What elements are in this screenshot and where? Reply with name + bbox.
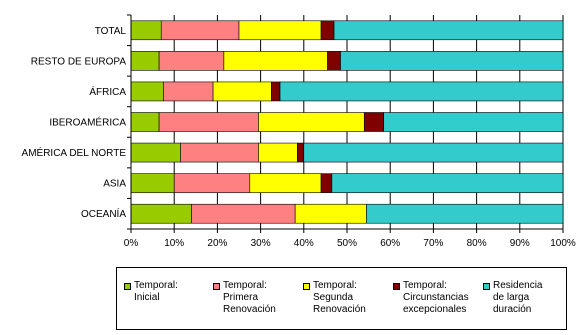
bar-segment-resto-de-europa-temporal-inicial bbox=[130, 51, 160, 71]
category-label: ASIA bbox=[103, 179, 126, 190]
bar-segment-oceania-residencia-de-larga-duracion bbox=[366, 203, 564, 224]
x-tick-label: 50% bbox=[337, 238, 357, 249]
legend-swatch-circunstancias-excepcionales bbox=[393, 283, 400, 290]
bar-segment-oceania-temporal-primera-renovacion bbox=[191, 203, 296, 224]
x-tick-label: 20% bbox=[207, 238, 227, 249]
x-tick-label: 70% bbox=[423, 238, 443, 249]
bar-segment-africa-residencia-de-larga-duracion bbox=[279, 81, 564, 102]
bar-segment-total-temporal-primera-renovacion bbox=[160, 20, 240, 41]
bar-segment-total-residencia-de-larga-duracion bbox=[333, 20, 564, 41]
bar-segment-asia-temporal-circunstancias-excepcionales bbox=[320, 173, 333, 193]
x-tick-label: 10% bbox=[164, 238, 184, 249]
bar-segment-iberoamerica-temporal-primera-renovacion bbox=[158, 112, 259, 132]
bar-segment-america-del-norte-temporal-primera-renovacion bbox=[180, 142, 259, 163]
bar-segment-total-temporal-circunstancias-excepcionales bbox=[320, 20, 335, 41]
bar-segment-asia-temporal-primera-renovacion bbox=[173, 173, 251, 193]
category-label: TOTAL bbox=[95, 26, 127, 37]
legend-swatch-segunda-renovacion bbox=[303, 283, 310, 290]
bar-segment-asia-residencia-de-larga-duracion bbox=[331, 173, 564, 193]
bar-segment-iberoamerica-temporal-inicial bbox=[130, 112, 160, 132]
bar-segment-total-temporal-segunda-renovacion bbox=[238, 20, 322, 41]
bar-segment-america-del-norte-temporal-inicial bbox=[130, 142, 181, 163]
bar-segment-asia-temporal-inicial bbox=[130, 173, 175, 193]
bar-segment-resto-de-europa-temporal-circunstancias-excepcionales bbox=[327, 51, 341, 71]
bar-segment-resto-de-europa-temporal-segunda-renovacion bbox=[223, 51, 328, 71]
bar-segment-iberoamerica-temporal-circunstancias-excepcionales bbox=[363, 112, 385, 132]
category-label: OCEANÍA bbox=[81, 207, 126, 220]
x-tick-label: 0% bbox=[124, 238, 139, 249]
bar-segment-america-del-norte-temporal-segunda-renovacion bbox=[258, 142, 298, 163]
bar-segment-africa-temporal-segunda-renovacion bbox=[212, 81, 272, 102]
legend-swatch-residencia-larga-duracion bbox=[483, 283, 490, 290]
x-tick-label: 40% bbox=[294, 238, 314, 249]
category-label: ÁFRICA bbox=[89, 85, 126, 98]
legend-swatch-temporal-inicial bbox=[124, 283, 131, 290]
x-tick-label: 30% bbox=[251, 238, 271, 249]
legend-label-primera-renovacion: Temporal: Primera Renovación bbox=[223, 280, 276, 315]
bar-segment-oceania-temporal-inicial bbox=[130, 203, 192, 224]
category-label: RESTO DE EUROPA bbox=[31, 56, 127, 67]
bar-segment-iberoamerica-temporal-segunda-renovacion bbox=[258, 112, 365, 132]
bar-segment-asia-temporal-segunda-renovacion bbox=[249, 173, 322, 193]
category-label: IBEROAMÉRICA bbox=[49, 116, 126, 129]
bar-segment-africa-temporal-inicial bbox=[130, 81, 164, 102]
bar-segment-america-del-norte-temporal-circunstancias-excepcionales bbox=[297, 142, 305, 163]
legend-label-segunda-renovacion: Temporal: Segunda Renovación bbox=[313, 280, 366, 315]
bar-segment-iberoamerica-residencia-de-larga-duracion bbox=[383, 112, 564, 132]
bar-segment-resto-de-europa-residencia-de-larga-duracion bbox=[340, 51, 564, 71]
x-tick-label: 90% bbox=[510, 238, 530, 249]
bar-segment-america-del-norte-residencia-de-larga-duracion bbox=[303, 142, 564, 163]
category-label: AMÉRICA DEL NORTE bbox=[22, 146, 127, 159]
legend-label-residencia-larga-duracion: Residencia de larga duración bbox=[493, 280, 543, 315]
bar-segment-africa-temporal-circunstancias-excepcionales bbox=[271, 81, 281, 102]
legend-label-circunstancias-excepcionales: Temporal: Circunstancias excepcionales bbox=[403, 280, 469, 315]
x-tick-label: 60% bbox=[380, 238, 400, 249]
legend-label-temporal-inicial: Temporal: Inicial bbox=[134, 280, 178, 303]
x-tick-label: 100% bbox=[550, 238, 576, 249]
x-tick-label: 80% bbox=[467, 238, 487, 249]
bar-segment-africa-temporal-primera-renovacion bbox=[163, 81, 214, 102]
bar-segment-total-temporal-inicial bbox=[130, 20, 162, 41]
bar-segment-oceania-temporal-segunda-renovacion bbox=[294, 203, 367, 224]
stacked-bar-chart: TOTAL RESTO DE EUROPA ÁFRICA IBEROAMÉRICA AM… bbox=[22, 14, 576, 249]
legend-swatch-primera-renovacion bbox=[213, 283, 220, 290]
chart-legend: Temporal: Inicial Temporal: Primera Reno… bbox=[116, 267, 567, 330]
bar-segment-resto-de-europa-temporal-primera-renovacion bbox=[158, 51, 225, 71]
